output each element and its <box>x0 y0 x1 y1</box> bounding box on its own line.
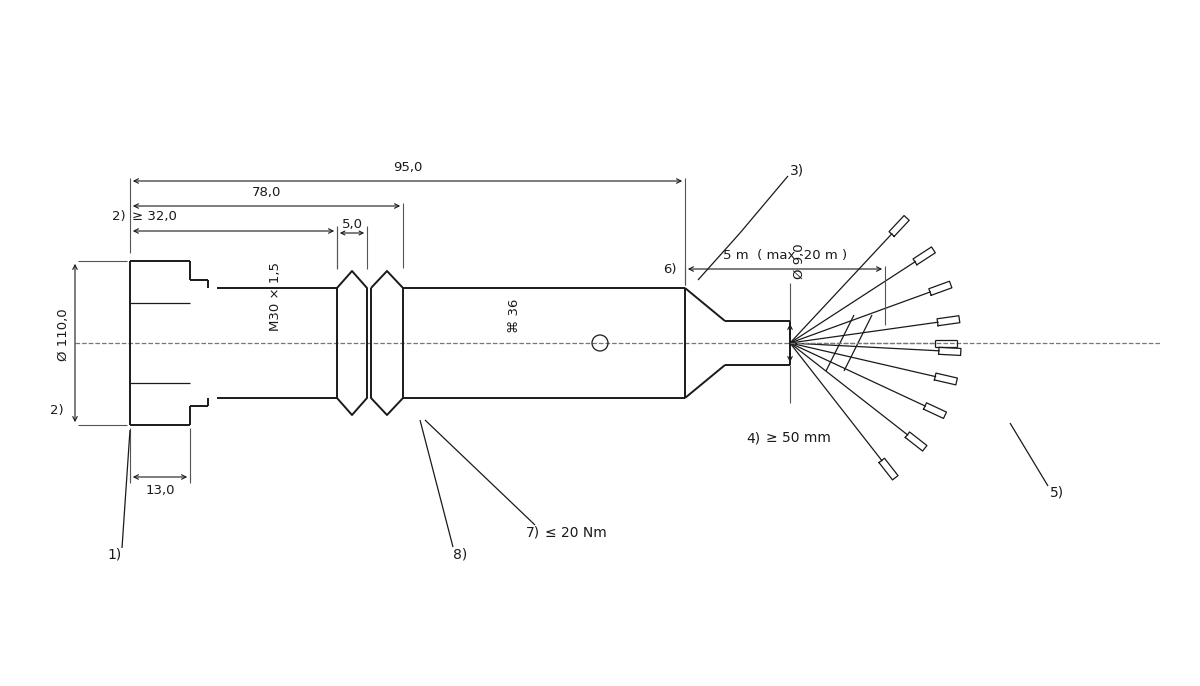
Text: M30 × 1,5: M30 × 1,5 <box>269 262 282 331</box>
Text: 95,0: 95,0 <box>392 161 422 174</box>
Text: 5): 5) <box>1050 486 1064 500</box>
Text: 7): 7) <box>526 526 540 540</box>
Text: Ø 110,0: Ø 110,0 <box>58 309 70 362</box>
Text: 4): 4) <box>746 431 760 445</box>
Text: ≤ 20 Nm: ≤ 20 Nm <box>545 526 607 540</box>
Text: 1): 1) <box>108 548 122 562</box>
Text: 13,0: 13,0 <box>145 484 175 497</box>
Text: ≥ 32,0: ≥ 32,0 <box>132 210 176 223</box>
Text: 5,0: 5,0 <box>342 218 362 231</box>
Text: 5 m  ( max. 20 m ): 5 m ( max. 20 m ) <box>722 249 847 262</box>
Text: Ø 9,0: Ø 9,0 <box>793 244 806 279</box>
Text: ≥ 50 mm: ≥ 50 mm <box>766 431 830 445</box>
Text: 78,0: 78,0 <box>252 186 281 199</box>
Text: 3): 3) <box>790 163 804 177</box>
Text: 2): 2) <box>113 210 126 223</box>
Text: 2): 2) <box>50 404 64 417</box>
Text: 8): 8) <box>454 548 467 562</box>
Text: ⌘ 36: ⌘ 36 <box>509 298 522 333</box>
Text: 6): 6) <box>664 263 677 276</box>
